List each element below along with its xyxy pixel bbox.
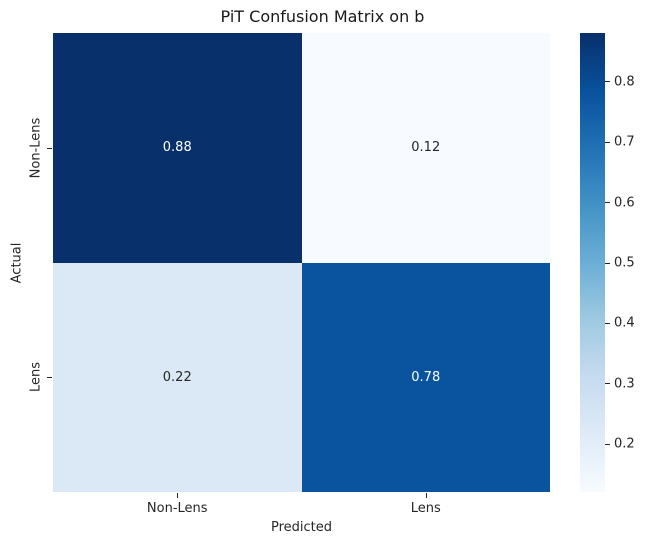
y-axis-tick-mark <box>47 147 52 149</box>
colorbar-tick-label: 0.7 <box>614 134 635 150</box>
colorbar-tick-label: 0.2 <box>614 436 635 452</box>
colorbar-tick-mark <box>605 383 610 385</box>
heatmap-cell-actual-lens-pred-lens: 0.78 <box>301 262 550 492</box>
colorbar-tick-mark <box>605 443 610 445</box>
colorbar-tick-mark <box>605 81 610 83</box>
colorbar-tick-label: 0.8 <box>614 74 635 90</box>
x-axis-label: Predicted <box>270 520 333 535</box>
y-tick-label-nonlens: Non-Lens <box>28 117 44 179</box>
colorbar <box>580 33 605 492</box>
cell-value-label: 0.22 <box>162 369 192 385</box>
x-tick-label-nonlens: Non-Lens <box>146 501 208 516</box>
heatmap-cell-actual-nonlens-pred-nonlens: 0.88 <box>53 33 302 263</box>
chart-title: PiT Confusion Matrix on b <box>220 7 425 26</box>
heatmap-cell-actual-lens-pred-nonlens: 0.22 <box>53 262 302 492</box>
y-tick-label-lens: Lens <box>28 362 44 393</box>
x-axis-tick-mark <box>177 492 178 498</box>
cell-value-label: 0.12 <box>411 140 441 156</box>
x-tick-label-lens: Lens <box>410 501 441 516</box>
colorbar-tick-label: 0.6 <box>614 195 635 211</box>
heatmap-cell-actual-nonlens-pred-lens: 0.12 <box>301 33 550 263</box>
colorbar-tick-mark <box>605 262 610 264</box>
colorbar-tick-label: 0.3 <box>614 376 635 392</box>
cell-value-label: 0.78 <box>411 369 441 385</box>
y-axis-label: Actual <box>9 242 25 283</box>
x-axis-tick-mark <box>425 492 427 498</box>
colorbar-tick-mark <box>605 202 610 204</box>
colorbar-tick-label: 0.5 <box>614 255 635 271</box>
y-axis-tick-mark <box>47 377 52 378</box>
colorbar-tick-mark <box>605 141 610 143</box>
cell-value-label: 0.88 <box>162 140 192 156</box>
colorbar-tick-mark <box>605 322 610 324</box>
colorbar-tick-label: 0.4 <box>614 315 635 331</box>
